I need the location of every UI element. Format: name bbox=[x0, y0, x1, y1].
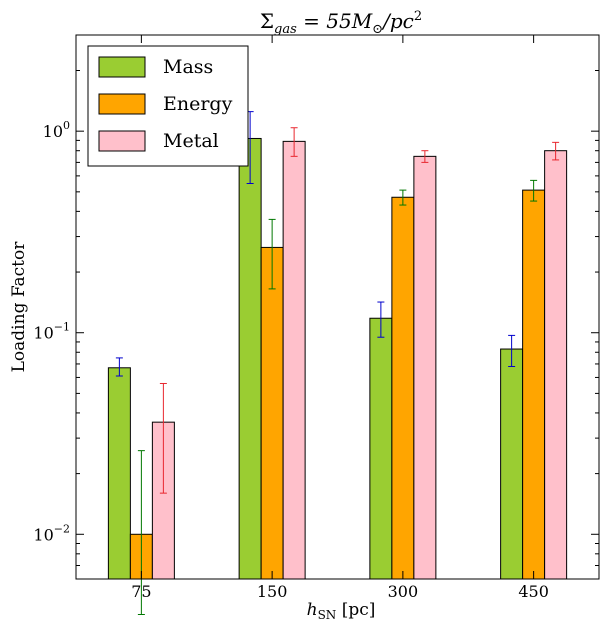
legend: Mass Energy Metal bbox=[87, 45, 249, 167]
bar-energy-300 bbox=[391, 196, 415, 580]
bar-metal-450 bbox=[544, 150, 568, 580]
error-bar-metal-75 bbox=[159, 382, 167, 494]
legend-label-mass: Mass bbox=[163, 56, 213, 78]
y-tick-label: 10−2 bbox=[33, 522, 70, 544]
bar-mass-450 bbox=[500, 348, 524, 580]
bar-energy-150 bbox=[260, 246, 284, 580]
bar-mass-75 bbox=[107, 367, 131, 580]
x-tick-label-450: 450 bbox=[518, 582, 549, 601]
y-axis-title: Loading Factor bbox=[9, 241, 29, 373]
x-tick-label-75: 75 bbox=[131, 582, 151, 601]
y-tick-exponent: −2 bbox=[54, 522, 70, 535]
error-bar-mass-75 bbox=[115, 357, 123, 377]
error-bar-energy-75 bbox=[137, 450, 145, 615]
legend-swatch-mass bbox=[98, 56, 146, 78]
bar-metal-150 bbox=[282, 140, 306, 580]
plot-frame bbox=[75, 34, 600, 580]
y-tick-label: 10−1 bbox=[33, 321, 70, 343]
bar-mass-300 bbox=[369, 317, 393, 580]
error-bar-metal-450 bbox=[552, 141, 560, 161]
error-bar-mass-450 bbox=[508, 334, 516, 367]
y-tick-exponent: −1 bbox=[54, 321, 70, 334]
error-bar-energy-450 bbox=[530, 179, 538, 202]
error-bar-metal-300 bbox=[421, 150, 429, 163]
x-tick-label-300: 300 bbox=[388, 582, 419, 601]
legend-label-energy: Energy bbox=[163, 93, 233, 115]
chart-title: Σgas = 55M⊙/pc2 bbox=[260, 9, 422, 37]
y-tick-base: 10 bbox=[43, 122, 63, 141]
legend-swatch-metal bbox=[98, 130, 146, 152]
error-bar-energy-150 bbox=[268, 218, 276, 290]
y-tick-label: 100 bbox=[43, 119, 70, 141]
bar-metal-300 bbox=[413, 155, 437, 580]
x-tick-label-150: 150 bbox=[257, 582, 288, 601]
error-bar-energy-300 bbox=[399, 189, 407, 206]
bar-mass-150 bbox=[238, 137, 262, 580]
error-bar-metal-150 bbox=[290, 127, 298, 157]
x-axis-title: hSN [pc] bbox=[307, 600, 376, 622]
bar-energy-450 bbox=[522, 189, 546, 580]
legend-swatch-energy bbox=[98, 93, 146, 115]
y-tick-base: 10 bbox=[33, 525, 53, 544]
legend-label-metal: Metal bbox=[163, 130, 219, 152]
y-tick-exponent: 0 bbox=[63, 119, 70, 132]
plot-area bbox=[107, 111, 568, 615]
y-tick-base: 10 bbox=[33, 324, 53, 343]
error-bar-mass-300 bbox=[377, 301, 385, 338]
